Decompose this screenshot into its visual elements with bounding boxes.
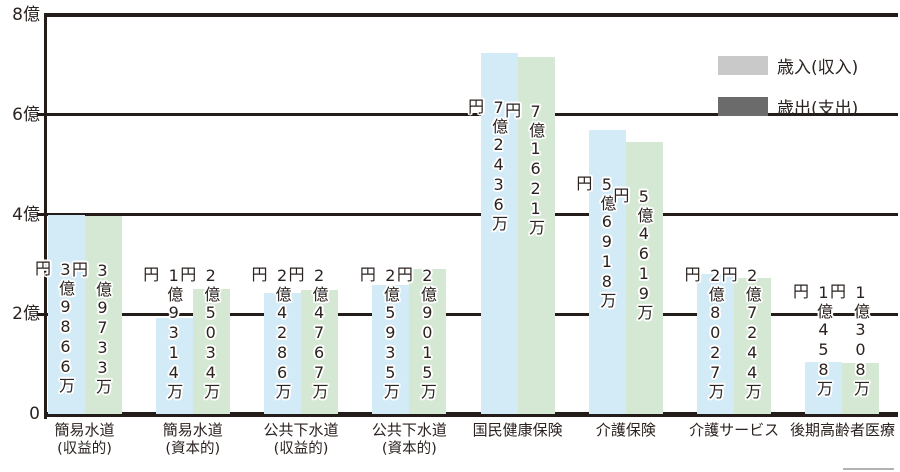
x-axis-label-line: 介護サービス	[689, 421, 780, 439]
bar-value-label-revenue-2: 2億4286万円	[248, 266, 292, 400]
y-tick-label-4億: 4億	[12, 204, 40, 225]
x-axis-label-6: 介護サービス	[672, 421, 796, 440]
bar-value-label-revenue-7: 1億458万円	[789, 283, 833, 397]
x-axis-label-line: 公共下水道	[263, 421, 339, 439]
x-axis-label-1: 簡易水道 (資本的)	[131, 421, 255, 459]
x-axis-label-line: (資本的)	[165, 441, 221, 457]
x-axis-label-5: 介護保険	[564, 421, 688, 440]
x-axis-label-line: (収益的)	[273, 441, 329, 457]
bar-revenue-0	[47, 215, 85, 414]
y-axis-line	[44, 13, 47, 419]
legend-item-revenue: 歳入(収入)	[718, 53, 858, 78]
bar-expenditure-4	[517, 56, 555, 414]
bar-value-label-expenditure-5: 5億4619万円	[610, 186, 654, 321]
x-axis-label-line: (収益的)	[57, 441, 112, 457]
bar-value-label-expenditure-7: 1億308万円	[826, 283, 870, 397]
gridline-2億	[46, 312, 898, 316]
expenditure-swatch-icon	[718, 97, 768, 116]
cropped-element-edge	[843, 468, 894, 472]
bar-value-label-expenditure-1: 2億5034万円	[177, 266, 221, 400]
bar-value-label-revenue-5: 5億6918万円	[573, 175, 617, 310]
bar-expenditure-1	[192, 289, 230, 414]
bar-value-label-revenue-1: 1億9314万円	[140, 266, 184, 400]
x-axis-label-line: 簡易水道	[54, 421, 115, 439]
revenue-swatch-icon	[718, 56, 768, 75]
y-tick-label-2億: 2億	[12, 304, 40, 325]
bar-revenue-5	[588, 130, 626, 414]
x-axis-label-0: 簡易水道 (収益的)	[23, 421, 147, 459]
bar-expenditure-3	[409, 269, 447, 414]
bar-value-label-revenue-3: 2億5935万円	[356, 266, 400, 400]
legend-label-expenditure: 歳出(支出)	[777, 99, 859, 119]
x-axis-label-7: 後期高齢者医療	[780, 421, 900, 440]
x-axis-label-2: 公共下水道 (収益的)	[239, 421, 363, 459]
x-axis-label-line: 簡易水道	[162, 421, 223, 439]
x-axis-label-line: 後期高齢者医療	[789, 421, 895, 439]
x-axis-label-line: 国民健康保険	[472, 421, 563, 439]
bar-value-label-expenditure-2: 2億4767万円	[285, 266, 329, 400]
x-axis-label-line: (資本的)	[381, 441, 437, 457]
bar-value-label-expenditure-3: 2億9015万円	[393, 266, 437, 400]
y-tick-mark	[37, 213, 46, 216]
y-tick-mark	[37, 113, 46, 117]
y-tick-label-8億: 8億	[12, 5, 40, 25]
bar-expenditure-5	[625, 141, 663, 414]
x-axis-label-3: 公共下水道 (資本的)	[347, 421, 471, 459]
bar-value-label-revenue-4: 7億2436万円	[465, 97, 509, 232]
bar-expenditure-0	[84, 215, 122, 414]
y-tick-mark	[37, 312, 46, 316]
bar-expenditure-6	[734, 278, 772, 414]
y-tick-label-6億: 6億	[12, 104, 40, 125]
legend-label-revenue: 歳入(収入)	[777, 58, 859, 78]
x-axis-label-4: 国民健康保険	[456, 421, 580, 440]
bar-revenue-4	[480, 52, 518, 414]
bar-value-label-expenditure-4: 7億1621万円	[502, 101, 546, 236]
bar-expenditure-2	[301, 290, 339, 414]
gridline-6億	[46, 113, 898, 117]
y-tick-label-0: 0	[29, 404, 40, 424]
bar-value-label-expenditure-6: 2億7244万円	[718, 266, 762, 400]
bar-value-label-expenditure-0: 3億9733万円	[69, 260, 112, 395]
gridline-0	[46, 411, 898, 417]
x-axis-label-line: 介護保険	[595, 421, 656, 439]
bar-expenditure-7	[842, 362, 880, 414]
bar-revenue-6	[697, 274, 735, 414]
bar-revenue-1	[155, 317, 193, 414]
bar-revenue-7	[805, 361, 843, 414]
bar-value-label-revenue-0: 3億9866万円	[32, 260, 75, 395]
bar-revenue-3	[372, 284, 410, 414]
bar-value-label-revenue-6: 2億8027万円	[681, 266, 725, 400]
gridline-8億	[46, 13, 898, 17]
legend: 歳入(収入) 歳出(支出)	[718, 53, 858, 119]
legend-item-expenditure: 歳出(支出)	[718, 94, 858, 119]
gridline-4億	[46, 213, 898, 216]
x-axis-label-line: 公共下水道	[371, 421, 447, 439]
bar-revenue-2	[264, 292, 302, 414]
